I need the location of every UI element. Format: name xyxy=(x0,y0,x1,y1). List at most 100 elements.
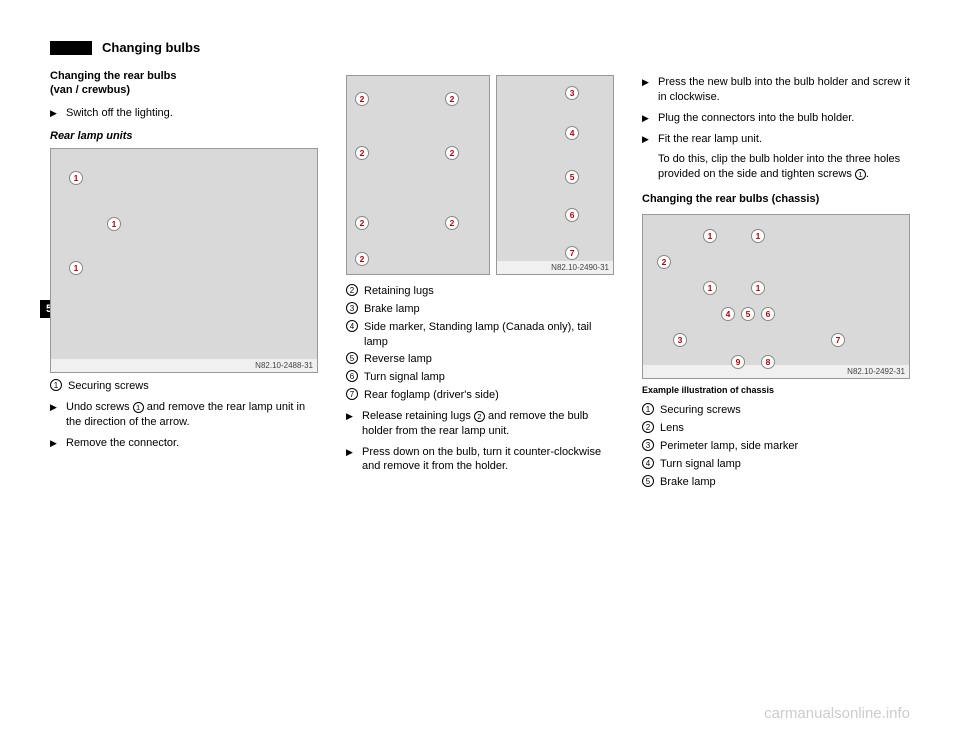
callout-marker xyxy=(703,281,717,295)
callout-marker xyxy=(445,146,459,160)
col1-step-text: Switch off the lighting. xyxy=(66,106,318,121)
callout-marker xyxy=(721,307,735,321)
legend-text: Turn signal lamp xyxy=(660,457,910,472)
bullet-text: Remove the connector. xyxy=(66,436,318,451)
figure-caption: N82.10-2492-31 xyxy=(643,365,909,378)
col3-subhead: Changing the rear bulbs (chassis) xyxy=(642,192,910,206)
callout-marker xyxy=(355,146,369,160)
callout-marker xyxy=(445,92,459,106)
legend-item: 1 Securing screws xyxy=(50,379,318,394)
legend-item: 3 Brake lamp xyxy=(346,302,614,317)
legend-text: Perimeter lamp, side marker xyxy=(660,439,910,454)
callout-marker xyxy=(673,333,687,347)
legend-text: Side marker, Standing lamp (Canada only)… xyxy=(364,320,614,350)
legend-item: 3 Perimeter lamp, side marker xyxy=(642,439,910,454)
callout-marker xyxy=(355,252,369,266)
circle-number-icon: 3 xyxy=(346,302,360,317)
figure-caption: N82.10-2488-31 xyxy=(51,359,317,372)
callout-marker xyxy=(565,246,579,260)
circle-number-icon: 2 xyxy=(346,284,360,299)
callout-marker xyxy=(565,86,579,100)
bullet-text: Undo screws 1 and remove the rear lamp u… xyxy=(66,400,318,430)
legend-item: 2 Lens xyxy=(642,421,910,436)
legend-text: Reverse lamp xyxy=(364,352,614,367)
header-marker xyxy=(50,41,92,55)
columns: Changing the rear bulbs (van / crewbus) … xyxy=(50,69,910,493)
circle-number-icon: 1 xyxy=(50,379,64,394)
legend-text: Lens xyxy=(660,421,910,436)
legend-text: Turn signal lamp xyxy=(364,370,614,385)
circle-number-icon: 4 xyxy=(642,457,656,472)
col1-bullet: Remove the connector. xyxy=(50,436,318,451)
column-3: Press the new bulb into the bulb holder … xyxy=(642,69,910,493)
callout-marker xyxy=(831,333,845,347)
circle-number-icon: 2 xyxy=(642,421,656,436)
callout-marker xyxy=(445,216,459,230)
col1-bullet: Undo screws 1 and remove the rear lamp u… xyxy=(50,400,318,430)
page-header: Changing bulbs xyxy=(50,40,910,55)
circle-number-icon: 5 xyxy=(642,475,656,490)
circle-number-icon: 4 xyxy=(346,320,360,350)
col2-bullet: Release retaining lugs 2 and remove the … xyxy=(346,409,614,439)
col1-figure: N82.10-2488-31 xyxy=(50,148,318,373)
col3-bullet: Fit the rear lamp unit. xyxy=(642,132,910,147)
bullet-text: Press down on the bulb, turn it counter-… xyxy=(362,445,614,475)
triangle-icon xyxy=(50,400,62,430)
bullet-text: Plug the connectors into the bulb holder… xyxy=(658,111,910,126)
legend-text: Retaining lugs xyxy=(364,284,614,299)
callout-marker xyxy=(107,217,121,231)
callout-marker xyxy=(355,216,369,230)
triangle-icon xyxy=(642,111,654,126)
circle-number-icon: 3 xyxy=(642,439,656,454)
legend-item: 1Securing screws xyxy=(642,403,910,418)
legend-text: Brake lamp xyxy=(660,475,910,490)
circle-number-icon: 6 xyxy=(346,370,360,385)
legend-item: 4Side marker, Standing lamp (Canada only… xyxy=(346,320,614,350)
col3-plain: To do this, clip the bulb holder into th… xyxy=(642,152,910,182)
legend-text: Securing screws xyxy=(660,403,910,418)
legend-text: Brake lamp xyxy=(364,302,614,317)
legend-item: 5 Reverse lamp xyxy=(346,352,614,367)
col1-italic-head: Rear lamp units xyxy=(50,130,318,142)
circle-number-icon: 5 xyxy=(346,352,360,367)
callout-marker xyxy=(751,229,765,243)
legend-item: 5 Brake lamp xyxy=(642,475,910,490)
callout-marker xyxy=(355,92,369,106)
callout-marker xyxy=(565,170,579,184)
callout-marker xyxy=(741,307,755,321)
col2-figure-left xyxy=(346,75,490,275)
legend-item: 2 Retaining lugs xyxy=(346,284,614,299)
callout-marker xyxy=(751,281,765,295)
col3-bullet: Plug the connectors into the bulb holder… xyxy=(642,111,910,126)
legend-text: Rear foglamp (driver's side) xyxy=(364,388,614,403)
triangle-icon xyxy=(346,409,358,439)
legend-item: 7 Rear foglamp (driver's side) xyxy=(346,388,614,403)
col2-figure-row: N82.10-2490-31 xyxy=(346,69,614,281)
legend-item: 6 Turn signal lamp xyxy=(346,370,614,385)
triangle-icon xyxy=(50,436,62,451)
col2-bullet: Press down on the bulb, turn it counter-… xyxy=(346,445,614,475)
bullet-text: Press the new bulb into the bulb holder … xyxy=(658,75,910,105)
col2-figure-right: N82.10-2490-31 xyxy=(496,75,614,275)
callout-marker xyxy=(703,229,717,243)
figure-caption: N82.10-2490-31 xyxy=(497,261,613,274)
circle-number-icon: 7 xyxy=(346,388,360,403)
callout-marker xyxy=(69,171,83,185)
col3-legend: 1Securing screws 2 Lens 3 Perimeter lamp, si… xyxy=(642,403,910,489)
callout-marker xyxy=(565,208,579,222)
triangle-icon xyxy=(50,106,62,121)
callout-marker xyxy=(565,126,579,140)
callout-marker xyxy=(761,307,775,321)
column-2: N82.10-2490-31 2 Retaining lugs 3 Brake lam… xyxy=(346,69,614,493)
example-caption: Example illustration of chassis xyxy=(642,385,910,395)
watermark: carmanualsonline.info xyxy=(764,705,910,722)
column-1: Changing the rear bulbs (van / crewbus) … xyxy=(50,69,318,493)
col1-subhead: Changing the rear bulbs (van / crewbus) xyxy=(50,69,318,98)
col2-legend: 2 Retaining lugs 3 Brake lamp 4Side marker, … xyxy=(346,284,614,403)
callout-marker xyxy=(69,261,83,275)
col3-figure: N82.10-2492-31 xyxy=(642,214,910,379)
triangle-icon xyxy=(346,445,358,475)
triangle-icon xyxy=(642,75,654,105)
col1-step: Switch off the lighting. xyxy=(50,106,318,121)
bullet-text: Fit the rear lamp unit. xyxy=(658,132,910,147)
